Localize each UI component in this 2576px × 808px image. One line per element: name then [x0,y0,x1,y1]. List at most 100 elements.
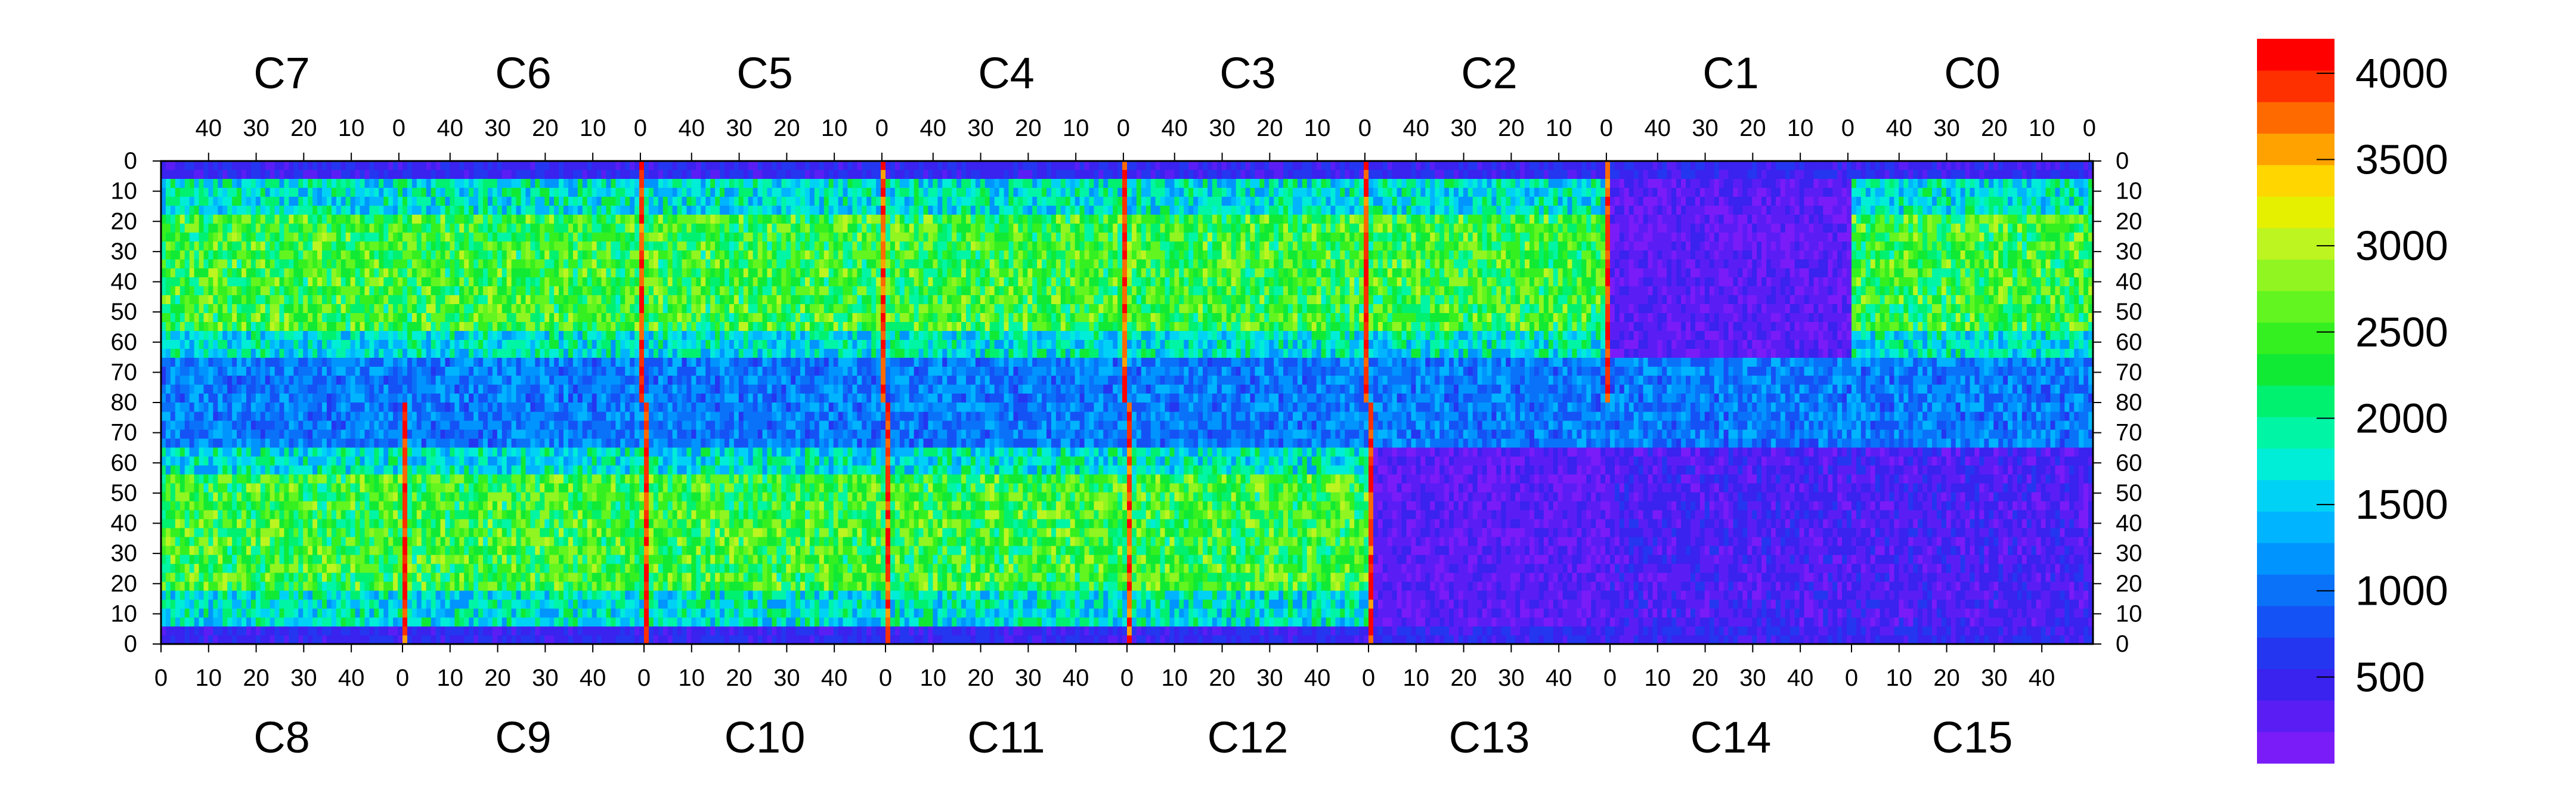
heat-cell [322,322,327,332]
heat-cell [222,197,228,206]
heat-cell [435,590,441,600]
heat-cell [322,501,327,510]
heat-cell [596,510,602,519]
heat-cell [530,161,535,171]
heat-cell [540,242,545,251]
heat-cell [303,286,308,296]
heat-cell [336,233,342,242]
heat-cell [540,304,545,314]
heat-cell [402,367,408,376]
heat-cell [577,376,583,385]
heat-cell [393,277,398,287]
heat-cell [525,572,531,582]
heat-cell [611,510,616,519]
heat-cell [208,465,213,475]
heat-cell [250,376,256,385]
heat-cell [179,286,185,296]
heat-cell [393,322,398,332]
heat-cell [250,492,256,501]
heat-cell [634,322,640,332]
heat-cell [255,313,261,323]
heat-cell [255,340,261,349]
heat-cell [511,528,517,537]
heat-cell [340,250,346,260]
heat-cell [250,546,256,555]
heat-cell [568,331,574,340]
heat-cell [450,349,455,358]
heat-cell [345,528,351,537]
heat-cell [577,277,583,287]
heat-cell [303,429,308,439]
heat-cell [199,492,205,501]
heat-cell [232,572,237,582]
heat-cell [165,394,171,403]
heat-cell [592,215,597,224]
heat-cell [317,403,323,412]
heat-cell [340,322,346,332]
heat-cell [355,250,361,260]
heat-cell [175,572,181,582]
heat-cell [360,286,366,296]
heat-cell [426,161,432,171]
heat-cell [237,385,242,394]
heat-cell [625,268,630,278]
heat-cell [379,268,384,278]
heat-cell [530,394,535,403]
heat-cell [293,510,299,519]
heat-cell [170,608,176,618]
heat-cell [179,474,185,484]
heat-cell [161,304,166,314]
heat-cell [611,197,616,206]
heat-cell [265,581,271,591]
heat-cell [322,492,327,501]
heat-cell [383,259,389,269]
heat-cell [293,581,299,591]
heat-cell [237,250,242,260]
heat-cell [194,340,200,349]
heat-cell [459,528,465,537]
heat-cell [165,224,171,233]
heat-cell [421,313,427,323]
heat-cell [511,367,517,376]
heat-cell [189,250,195,260]
heat-cell [516,528,522,537]
heat-cell [331,179,337,188]
heat-cell [308,268,313,278]
heat-cell [388,581,394,591]
heat-cell [175,358,181,367]
heat-cell [170,170,176,179]
heat-cell [554,215,559,224]
heat-cell [506,492,512,501]
heat-cell [416,626,422,636]
heat-cell [232,581,237,591]
heat-cell [222,286,228,296]
heat-cell [582,635,588,645]
heat-cell [511,581,517,591]
heat-cell [440,358,446,367]
heat-cell [440,224,446,233]
heat-cell [501,608,507,618]
heat-cell [246,161,252,171]
heat-cell [445,358,451,367]
heat-cell [175,546,181,555]
heat-cell [601,394,607,403]
heat-cell [331,572,337,582]
heat-cell [274,456,280,466]
heat-cell [284,304,290,314]
heat-cell [222,519,228,528]
heat-cell [398,564,403,573]
heat-cell [289,617,294,627]
heat-cell [345,617,351,627]
heat-cell [355,429,361,439]
heat-cell [596,268,602,278]
heat-cell [336,474,342,484]
heat-cell [620,501,626,510]
heat-cell [473,617,479,627]
heat-cell [165,322,171,332]
heat-cell [303,438,308,448]
heat-cell [303,376,308,385]
heat-cell [350,555,356,564]
heat-cell [540,215,545,224]
heat-cell [611,501,616,510]
heat-cell [274,537,280,546]
